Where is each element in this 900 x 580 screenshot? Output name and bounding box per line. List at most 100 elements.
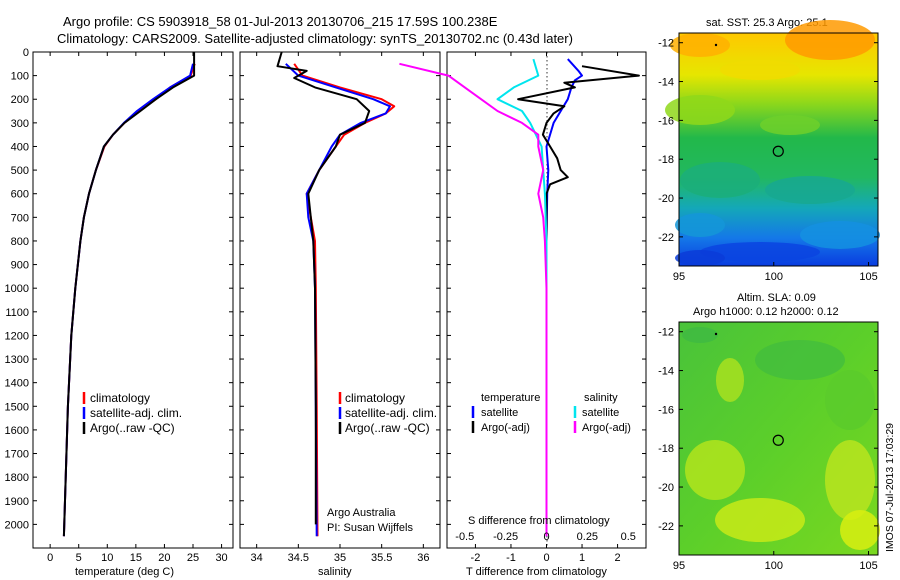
series-line-satellite-adj-clim-: [62, 63, 194, 537]
x-tick-label: -2: [471, 552, 481, 564]
temperature-difference-xlabel: T difference from climatology: [466, 566, 607, 578]
series-line-temperature-satellite: [545, 58, 583, 537]
map-x-tick-label: 105: [859, 271, 877, 283]
temperature-lines: [62, 52, 196, 537]
salinity-xticks: 34 34.5 35 35.5 36: [251, 52, 429, 564]
sst-map-frame: [678, 32, 879, 267]
sla-patch: [825, 370, 875, 430]
map-x-tick-label: 100: [765, 560, 783, 572]
legend-label-argo: Argo(..raw -QC): [90, 421, 175, 435]
map-y-tick-label: -16: [658, 404, 674, 416]
sst-patch: [765, 176, 855, 204]
sst-map-dot: [714, 43, 718, 47]
pi-label: PI: Susan Wijffels: [327, 522, 413, 534]
x2-tick-label: -0.5: [455, 531, 474, 543]
series-line-climatology: [293, 63, 396, 537]
difference-legend-salinity: salinity satellite Argo(-adj): [573, 392, 631, 434]
sla-patch: [685, 440, 745, 500]
legend-label-argo-salinity: Argo(-adj): [582, 422, 631, 434]
series-line-salinity-argo-adj-: [399, 62, 548, 537]
x2-tick-label: 0.25: [577, 531, 598, 543]
x-tick-label: 0: [47, 552, 53, 564]
sla-map-ticks: 95 100 105 -12 -14 -16 -18 -20 -22: [658, 327, 878, 572]
map-y-tick-label: -22: [658, 232, 674, 244]
temperature-xlabel: temperature (deg C): [75, 566, 174, 578]
sla-map-subtitle: Argo h1000: 0.12 h2000: 0.12: [693, 306, 839, 318]
map-y-tick-label: -14: [658, 77, 674, 89]
x-tick-label: 35: [334, 552, 346, 564]
x-tick-label: 10: [101, 552, 113, 564]
difference-xticks: -2 -1 0 1 2: [471, 52, 621, 564]
y-tick-label: 100: [11, 71, 29, 83]
map-y-tick-label: -18: [658, 443, 674, 455]
header-line1: Argo profile: CS 5903918_58 01-Jul-2013 …: [63, 14, 498, 29]
sla-patch: [682, 327, 718, 343]
legend-label-argo: Argo(-adj): [481, 422, 530, 434]
y-tick-label: 1300: [5, 354, 29, 366]
temperature-axes-frame: [32, 51, 234, 549]
difference-lines: [399, 58, 640, 537]
sla-patch: [716, 358, 744, 402]
sst-patch: [785, 20, 875, 60]
y-tick-label: 1900: [5, 496, 29, 508]
legend-label-satellite: satellite: [481, 407, 518, 419]
map-x-tick-label: 100: [765, 271, 783, 283]
argo-program-label: Argo Australia: [327, 507, 396, 519]
map-y-tick-label: -12: [658, 38, 674, 50]
x-tick-label: 20: [158, 552, 170, 564]
salinity-difference-xlabel: S difference from climatology: [468, 515, 610, 527]
map-y-tick-label: -20: [658, 482, 674, 494]
series-line-salinity-satellite: [496, 58, 548, 537]
sst-patch: [700, 242, 820, 262]
map-y-tick-label: -16: [658, 115, 674, 127]
sst-patch: [665, 95, 735, 125]
sst-patch: [800, 221, 880, 249]
salinity-axes-frame: [239, 51, 441, 549]
sla-map-frame: [678, 321, 879, 556]
argo-float-marker-sla: [772, 434, 784, 446]
map-y-tick-label: -22: [658, 521, 674, 533]
salinity-yticks: [240, 51, 440, 525]
x-tick-label: 2: [615, 552, 621, 564]
sla-patch: [755, 340, 845, 380]
x-tick-label: 1: [579, 552, 585, 564]
map-x-tick-label: 95: [673, 271, 685, 283]
legend-label-argo: Argo(..raw -QC): [345, 421, 430, 435]
x-tick-label: 0: [543, 552, 549, 564]
y-tick-label: 1600: [5, 425, 29, 437]
y-tick-label: 400: [11, 141, 29, 153]
y-tick-label: 1400: [5, 378, 29, 390]
sst-patch: [720, 60, 800, 80]
imos-timestamp: IMOS 07-Jul-2013 17:03:29: [884, 423, 896, 552]
legend-label-satellite-salinity: satellite: [582, 407, 619, 419]
x-tick-label: -1: [506, 552, 516, 564]
sst-map-ticks: 95 100 105 -12 -14 -16 -18 -20 -22: [658, 38, 878, 283]
series-line-argo-raw-qc-: [62, 52, 196, 537]
sst-patch: [675, 213, 725, 237]
difference-yticks: [447, 51, 646, 525]
legend-title-temperature: temperature: [481, 392, 540, 404]
legend-title-salinity: salinity: [584, 392, 618, 404]
map-y-tick-label: -14: [658, 366, 674, 378]
legend-label-satellite: satellite-adj. clim.: [345, 406, 437, 420]
sst-map-panel: sat. SST: 25.3 Argo: 25.1 95 100 105 -12 -14…: [658, 17, 880, 283]
sla-field-patches: [682, 327, 880, 550]
sst-map-title: sat. SST: 25.3 Argo: 25.1: [706, 17, 828, 29]
sla-map-panel: Altim. SLA: 0.09 Argo h1000: 0.12 h2000:…: [658, 292, 880, 572]
legend-label-climatology: climatology: [90, 391, 150, 405]
sst-field-patches: [665, 20, 880, 266]
sla-map-dot: [714, 332, 718, 336]
difference-legend-temperature: temperature satellite Argo(-adj): [471, 392, 540, 434]
salinity-legend: climatology satellite-adj. clim. Argo(..…: [338, 391, 437, 435]
sla-patch: [715, 498, 805, 542]
series-line-climatology: [62, 63, 196, 537]
header-line2: Climatology: CARS2009. Satellite-adjuste…: [57, 31, 573, 46]
y-tick-label: 1000: [5, 283, 29, 295]
sst-patch: [670, 33, 730, 57]
difference-panel: -2 -1 0 1 2 -0.5 -0.25 0 0.25 0.5 S difference f…: [399, 51, 647, 578]
sla-patch: [825, 440, 875, 520]
sla-patch: [840, 510, 880, 550]
temperature-legend: climatology satellite-adj. clim. Argo(..…: [82, 391, 182, 435]
x-tick-label: 25: [187, 552, 199, 564]
